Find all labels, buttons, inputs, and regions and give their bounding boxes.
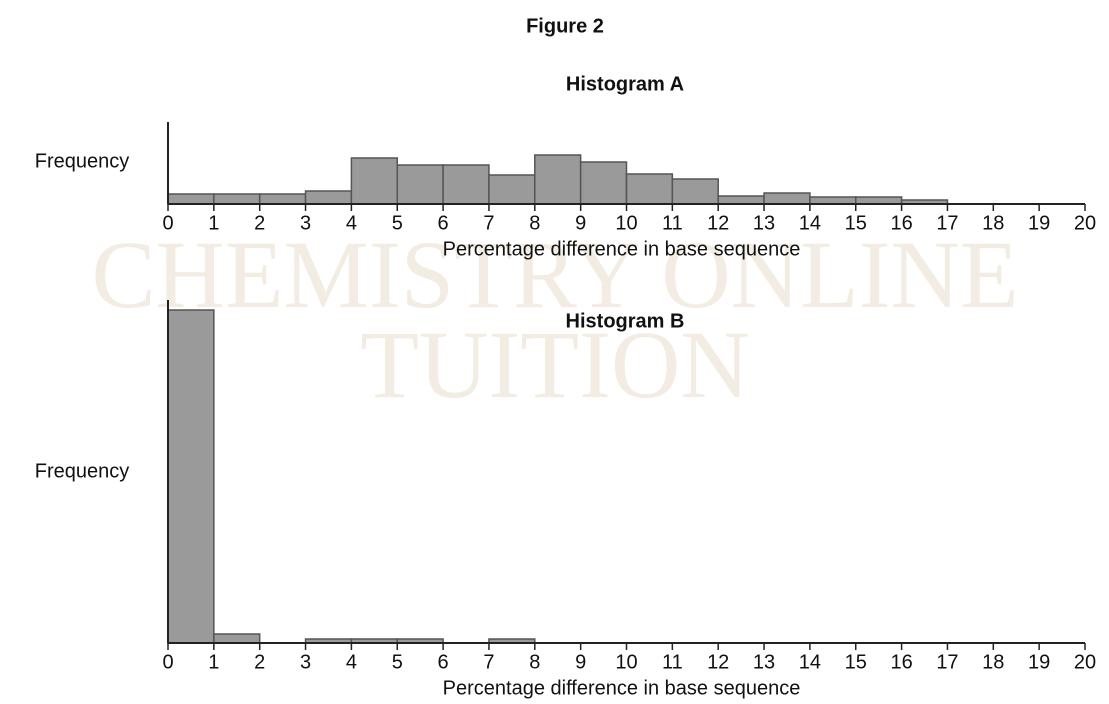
x-tick-label: 9: [575, 212, 586, 234]
bar: [260, 194, 306, 204]
bar: [397, 165, 443, 204]
x-tick-label: 17: [936, 651, 958, 673]
bar: [306, 191, 352, 204]
bar: [351, 158, 397, 204]
x-tick-label: 17: [936, 212, 958, 234]
x-tick-label: 18: [982, 651, 1004, 673]
bar: [214, 634, 260, 643]
x-tick-label: 2: [254, 651, 265, 673]
bar: [764, 193, 810, 204]
bar: [443, 165, 489, 204]
bar: [718, 196, 764, 204]
bar: [672, 179, 718, 204]
x-tick-label: 18: [982, 212, 1004, 234]
x-axis-label: Percentage difference in base sequence: [443, 677, 801, 699]
x-tick-label: 14: [799, 212, 821, 234]
x-tick-label: 13: [753, 651, 775, 673]
x-tick-label: 15: [845, 212, 867, 234]
x-tick-label: 19: [1028, 651, 1050, 673]
x-tick-label: 11: [662, 651, 683, 673]
x-tick-label: 1: [208, 212, 219, 234]
x-tick-label: 6: [438, 212, 449, 234]
x-tick-label: 8: [529, 212, 540, 234]
x-tick-label: 14: [799, 651, 821, 673]
x-tick-label: 4: [346, 651, 357, 673]
x-tick-label: 8: [529, 651, 540, 673]
x-tick-label: 20: [1074, 651, 1096, 673]
y-axis-label: Frequency: [35, 460, 130, 482]
x-tick-label: 3: [300, 212, 311, 234]
x-tick-label: 7: [483, 212, 494, 234]
bar: [810, 197, 856, 204]
bar: [856, 197, 902, 204]
x-tick-label: 5: [392, 212, 403, 234]
x-tick-label: 0: [162, 212, 173, 234]
x-tick-label: 19: [1028, 212, 1050, 234]
x-tick-label: 16: [890, 212, 912, 234]
chart-title: Histogram B: [566, 310, 685, 332]
bar: [214, 194, 260, 204]
x-tick-label: 0: [162, 651, 173, 673]
chart-title: Histogram A: [566, 73, 684, 95]
x-tick-label: 20: [1074, 212, 1096, 234]
x-tick-label: 7: [483, 651, 494, 673]
bar: [489, 175, 535, 204]
figure: CHEMISTRY ONLINE TUITION Figure 2 Histog…: [0, 0, 1109, 704]
x-tick-label: 9: [575, 651, 586, 673]
bar: [168, 310, 214, 643]
x-tick-label: 11: [662, 212, 683, 234]
x-tick-label: 13: [753, 212, 775, 234]
x-tick-label: 10: [615, 651, 637, 673]
x-tick-label: 5: [392, 651, 403, 673]
x-tick-label: 10: [615, 212, 637, 234]
x-tick-label: 15: [845, 651, 867, 673]
bar: [627, 174, 673, 204]
x-tick-label: 6: [438, 651, 449, 673]
x-tick-label: 16: [890, 651, 912, 673]
bar: [581, 162, 627, 204]
x-tick-label: 3: [300, 651, 311, 673]
x-tick-label: 2: [254, 212, 265, 234]
watermark: TUITION: [360, 311, 749, 418]
x-tick-label: 4: [346, 212, 357, 234]
x-tick-label: 12: [707, 651, 729, 673]
x-tick-label: 12: [707, 212, 729, 234]
figure-title: Figure 2: [526, 15, 604, 37]
y-axis-label: Frequency: [35, 150, 130, 172]
bar: [535, 155, 581, 204]
x-axis-label: Percentage difference in base sequence: [443, 238, 801, 260]
bar: [168, 194, 214, 204]
x-tick-label: 1: [208, 651, 219, 673]
